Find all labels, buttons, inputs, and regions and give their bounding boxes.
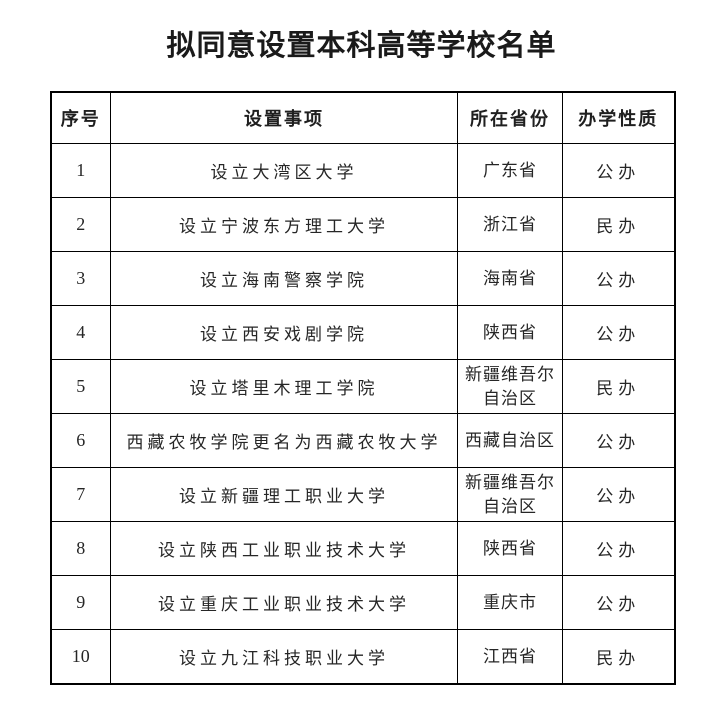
row-index-cell: 8 (50, 521, 111, 576)
row-item-cell: 设立九江科技职业大学 (110, 629, 458, 685)
row-item-cell: 设立塔里木理工学院 (110, 359, 458, 414)
row-nature-cell: 民办 (562, 359, 675, 414)
table-row: 4 设立西安戏剧学院 陕西省 公办 (50, 305, 675, 360)
document-page: 拟同意设置本科高等学校名单 序号 设置事项 所在省份 办学性质 1 设立大湾区大… (49, 0, 676, 685)
row-province-cell: 陕西省 (457, 305, 563, 360)
table-row: 3 设立海南警察学院 海南省 公办 (50, 251, 675, 306)
row-item-cell: 设立大湾区大学 (110, 143, 458, 198)
table-header-row: 序号 设置事项 所在省份 办学性质 (50, 91, 675, 144)
row-index-cell: 3 (50, 251, 111, 306)
column-header-province: 所在省份 (457, 91, 563, 144)
table-body: 1 设立大湾区大学 广东省 公办 2 设立宁波东方理工大学 浙江省 民办 3 设… (50, 143, 675, 685)
row-index-cell: 9 (50, 575, 111, 630)
row-province-cell: 浙江省 (457, 197, 563, 252)
row-province-cell: 新疆维吾尔自治区 (457, 359, 563, 414)
row-index-cell: 10 (50, 629, 111, 685)
table-row: 2 设立宁波东方理工大学 浙江省 民办 (50, 197, 675, 252)
table-row: 5 设立塔里木理工学院 新疆维吾尔自治区 民办 (50, 359, 675, 414)
row-nature-cell: 公办 (562, 575, 675, 630)
row-province-cell: 西藏自治区 (457, 413, 563, 468)
row-index-cell: 2 (50, 197, 111, 252)
row-nature-cell: 公办 (562, 251, 675, 306)
row-item-cell: 设立宁波东方理工大学 (110, 197, 458, 252)
row-index-cell: 4 (50, 305, 111, 360)
row-nature-cell: 公办 (562, 143, 675, 198)
row-item-cell: 西藏农牧学院更名为西藏农牧大学 (110, 413, 458, 468)
school-list-table: 序号 设置事项 所在省份 办学性质 1 设立大湾区大学 广东省 公办 2 设立宁… (49, 91, 676, 685)
row-nature-cell: 公办 (562, 305, 675, 360)
row-index-cell: 6 (50, 413, 111, 468)
table-row: 9 设立重庆工业职业技术大学 重庆市 公办 (50, 575, 675, 630)
row-item-cell: 设立新疆理工职业大学 (110, 467, 458, 522)
row-item-cell: 设立海南警察学院 (110, 251, 458, 306)
column-header-index: 序号 (50, 91, 111, 144)
row-item-cell: 设立西安戏剧学院 (110, 305, 458, 360)
row-province-cell: 江西省 (457, 629, 563, 685)
row-nature-cell: 公办 (562, 413, 675, 468)
row-index-cell: 1 (50, 143, 111, 198)
row-province-cell: 广东省 (457, 143, 563, 198)
row-index-cell: 5 (50, 359, 111, 414)
row-nature-cell: 公办 (562, 521, 675, 576)
row-province-cell: 陕西省 (457, 521, 563, 576)
row-item-cell: 设立重庆工业职业技术大学 (110, 575, 458, 630)
table-row: 6 西藏农牧学院更名为西藏农牧大学 西藏自治区 公办 (50, 413, 675, 468)
page-title: 拟同意设置本科高等学校名单 (166, 30, 557, 62)
row-nature-cell: 民办 (562, 197, 675, 252)
row-nature-cell: 公办 (562, 467, 675, 522)
table-row: 8 设立陕西工业职业技术大学 陕西省 公办 (50, 521, 675, 576)
row-province-cell: 重庆市 (457, 575, 563, 630)
row-province-cell: 海南省 (457, 251, 563, 306)
table-row: 7 设立新疆理工职业大学 新疆维吾尔自治区 公办 (50, 467, 675, 522)
column-header-item: 设置事项 (110, 91, 458, 144)
table-header: 序号 设置事项 所在省份 办学性质 (50, 91, 675, 144)
column-header-nature: 办学性质 (562, 91, 675, 144)
row-index-cell: 7 (50, 467, 111, 522)
table-row: 10 设立九江科技职业大学 江西省 民办 (50, 629, 675, 685)
table-row: 1 设立大湾区大学 广东省 公办 (50, 143, 675, 198)
row-nature-cell: 民办 (562, 629, 675, 685)
row-province-cell: 新疆维吾尔自治区 (457, 467, 563, 522)
row-item-cell: 设立陕西工业职业技术大学 (110, 521, 458, 576)
